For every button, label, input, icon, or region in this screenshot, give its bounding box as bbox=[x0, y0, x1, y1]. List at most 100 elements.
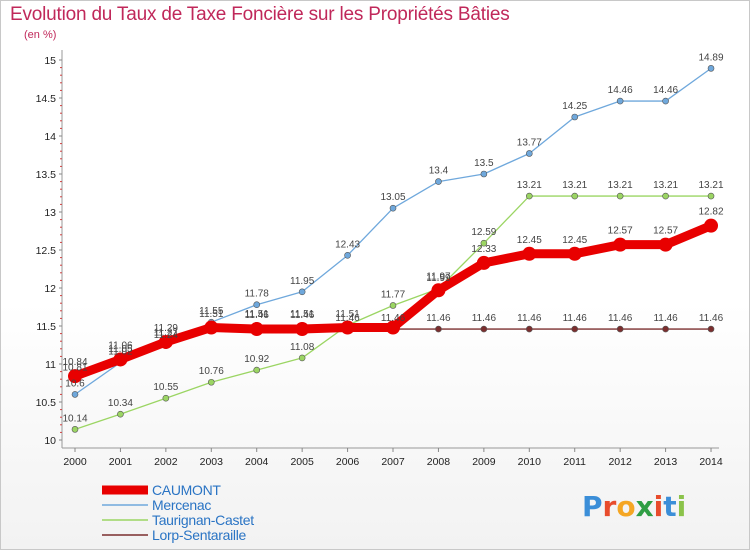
data-point-taurignan-castet bbox=[253, 366, 261, 374]
data-label-caumont: 11.97 bbox=[426, 271, 451, 282]
data-point-caumont bbox=[204, 320, 219, 335]
y-tick-label: 11 bbox=[45, 359, 56, 371]
data-point-taurignan-castet bbox=[117, 410, 124, 418]
data-label-mercenac: 14.46 bbox=[608, 85, 633, 96]
data-point-caumont bbox=[476, 255, 491, 270]
data-point-caumont bbox=[158, 334, 173, 349]
data-point-caumont bbox=[658, 237, 673, 252]
data-point-caumont bbox=[295, 322, 310, 337]
x-tick-label: 2006 bbox=[336, 456, 360, 468]
data-label-taurignan-castet: 10.76 bbox=[199, 366, 224, 377]
data-point-mercenac bbox=[253, 301, 261, 309]
logo-letter: P bbox=[582, 490, 603, 523]
data-label-mercenac: 13.05 bbox=[380, 192, 405, 203]
data-point-lorp-sentaraille bbox=[662, 325, 669, 333]
data-label-taurignan-castet: 11.51 bbox=[335, 309, 360, 320]
data-label-caumont: 11.29 bbox=[154, 323, 179, 334]
data-point-lorp-sentaraille bbox=[616, 325, 624, 333]
data-label-caumont: 12.82 bbox=[699, 207, 724, 218]
x-tick-label: 2004 bbox=[245, 456, 269, 468]
data-label-mercenac: 13.77 bbox=[517, 137, 542, 148]
x-tick-label: 2012 bbox=[608, 456, 632, 468]
data-label-lorp-sentaraille: 11.51 bbox=[199, 309, 224, 320]
data-point-taurignan-castet bbox=[662, 192, 669, 200]
data-label-taurignan-castet: 11.99 bbox=[426, 273, 451, 284]
x-tick-label: 2000 bbox=[63, 456, 87, 468]
data-label-caumont: 12.57 bbox=[608, 226, 633, 237]
data-point-taurignan-castet bbox=[525, 192, 533, 200]
data-point-caumont bbox=[113, 352, 128, 367]
x-tick-label: 2011 bbox=[563, 456, 586, 468]
x-tick-label: 2003 bbox=[200, 456, 224, 468]
x-tick-label: 2010 bbox=[518, 456, 542, 468]
data-point-mercenac bbox=[435, 178, 442, 185]
data-point-mercenac bbox=[571, 113, 579, 121]
data-point-mercenac bbox=[525, 150, 533, 157]
x-tick-label: 2001 bbox=[109, 456, 133, 468]
data-point-lorp-sentaraille bbox=[435, 325, 442, 333]
x-tick-label: 2008 bbox=[427, 456, 451, 468]
data-point-caumont bbox=[613, 237, 628, 252]
data-point-taurignan-castet bbox=[207, 378, 215, 386]
data-label-taurignan-castet: 13.21 bbox=[517, 180, 542, 191]
x-tick-label: 2002 bbox=[154, 456, 178, 468]
data-label-taurignan-castet: 11.08 bbox=[290, 342, 315, 353]
data-point-taurignan-castet bbox=[707, 192, 715, 200]
y-tick-label: 11.5 bbox=[36, 321, 56, 333]
data-point-caumont bbox=[522, 246, 537, 261]
data-label-lorp-sentaraille: 11.51 bbox=[290, 309, 315, 320]
data-label-taurignan-castet: 13.21 bbox=[562, 180, 587, 191]
data-label-taurignan-castet: 10.55 bbox=[153, 382, 178, 393]
data-label-mercenac: 14.25 bbox=[562, 101, 587, 112]
data-label-lorp-sentaraille: 11.46 bbox=[699, 313, 724, 324]
data-point-taurignan-castet bbox=[71, 426, 79, 433]
data-point-taurignan-castet bbox=[480, 239, 488, 247]
data-label-taurignan-castet: 13.21 bbox=[608, 180, 633, 191]
data-label-mercenac: 10.6 bbox=[65, 378, 85, 389]
data-point-mercenac bbox=[707, 65, 715, 72]
x-tick-label: 2009 bbox=[472, 456, 496, 468]
data-point-taurignan-castet bbox=[389, 302, 397, 309]
data-label-lorp-sentaraille: 11.46 bbox=[426, 313, 451, 324]
data-label-caumont: 11.46 bbox=[290, 310, 315, 321]
data-label-taurignan-castet: 10.92 bbox=[244, 354, 269, 365]
data-point-caumont bbox=[704, 218, 719, 233]
data-label-caumont: 12.57 bbox=[653, 226, 678, 237]
data-label-mercenac: 11.78 bbox=[245, 289, 270, 300]
data-label-lorp-sentaraille: 11.46 bbox=[517, 313, 542, 324]
data-label-mercenac: 14.89 bbox=[699, 52, 724, 63]
data-label-mercenac: 12.43 bbox=[335, 239, 360, 250]
y-tick-label: 14 bbox=[44, 131, 56, 143]
data-point-taurignan-castet bbox=[616, 192, 624, 200]
logo-letter: i bbox=[676, 490, 687, 523]
data-point-mercenac bbox=[298, 288, 306, 296]
logo-letter: x bbox=[635, 490, 654, 523]
data-label-taurignan-castet: 12.59 bbox=[471, 227, 496, 238]
data-point-caumont bbox=[567, 246, 582, 261]
y-tick-label: 15 bbox=[44, 55, 56, 67]
chart-subtitle: (en %) bbox=[24, 29, 57, 41]
y-tick-label: 13 bbox=[44, 207, 56, 219]
data-point-taurignan-castet bbox=[298, 354, 306, 362]
data-label-caumont: 11.46 bbox=[245, 310, 270, 321]
data-point-lorp-sentaraille bbox=[525, 325, 533, 333]
legend-label-mercenac: Mercenac bbox=[152, 497, 212, 513]
data-point-caumont bbox=[68, 369, 82, 384]
data-point-caumont bbox=[249, 322, 264, 337]
data-label-caumont: 12.45 bbox=[562, 235, 587, 246]
data-point-mercenac bbox=[480, 170, 488, 178]
legend-label-caumont: CAUMONT bbox=[152, 482, 221, 498]
data-label-mercenac: 11.95 bbox=[290, 276, 315, 287]
data-point-mercenac bbox=[616, 97, 624, 105]
data-label-mercenac: 11.24 bbox=[154, 330, 179, 341]
y-tick-label: 10.5 bbox=[36, 397, 57, 409]
legend-label-taurignan-castet: Taurignan-Castet bbox=[152, 512, 254, 528]
logo-letter: t bbox=[663, 490, 677, 523]
data-label-taurignan-castet: 13.21 bbox=[699, 180, 724, 191]
data-point-mercenac bbox=[71, 391, 79, 398]
data-label-lorp-sentaraille: 11.46 bbox=[653, 313, 678, 324]
data-label-mercenac: 11.55 bbox=[199, 306, 224, 317]
logo-letter: o bbox=[616, 490, 636, 523]
data-label-caumont: 12.45 bbox=[517, 235, 542, 246]
